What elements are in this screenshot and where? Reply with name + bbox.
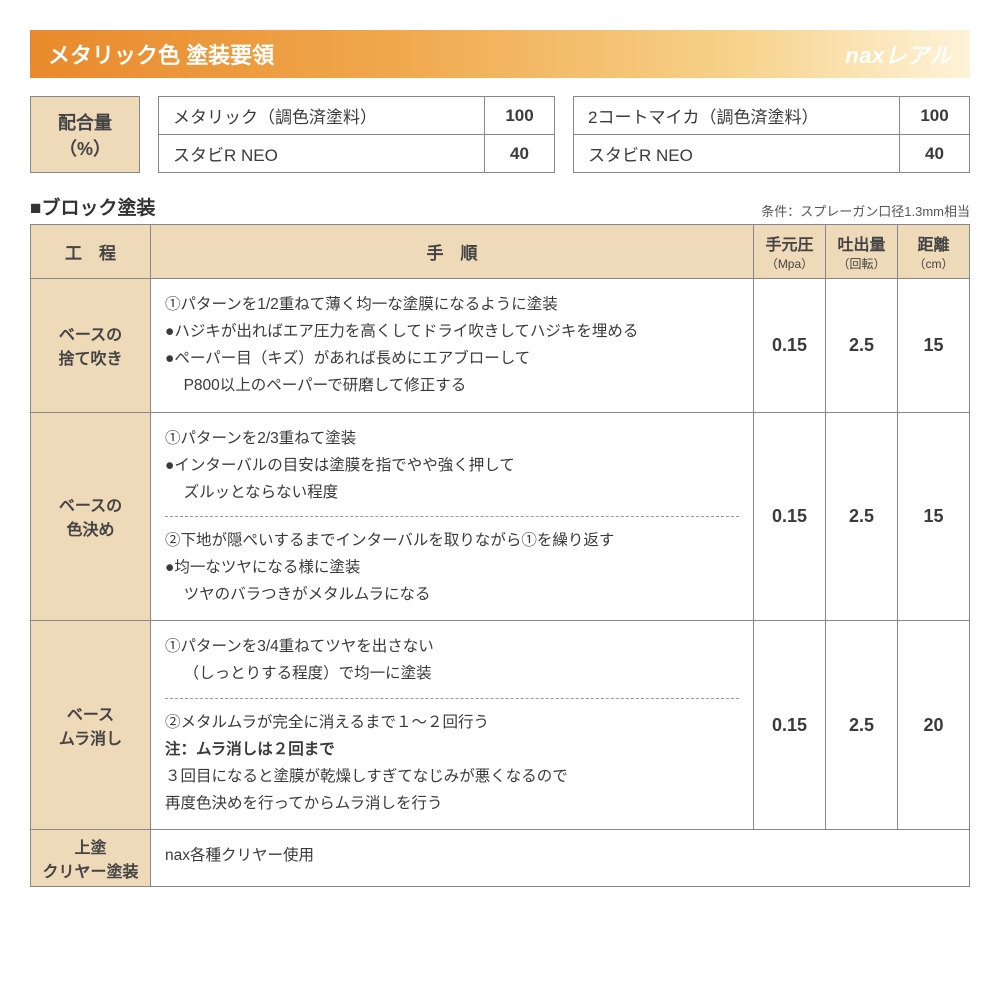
mix-right-val-1: 40 (900, 135, 970, 173)
hdr-procedure: 手 順 (151, 225, 754, 279)
procedure-0: ①パターンを1/2重ねて薄く均一な塗膜になるように塗装 ●ハジキが出ればエア圧力… (151, 279, 754, 413)
procedure-table: 工 程 手 順 手元圧 （Mpa） 吐出量 （回転） 距離 （cm） ベースの … (30, 224, 970, 887)
table-row: ベースの 捨て吹き ①パターンを1/2重ねて薄く均一な塗膜になるように塗装 ●ハ… (31, 279, 970, 413)
mix-left-name-1: スタビR NEO (159, 135, 485, 173)
table-row: ベース ムラ消し ①パターンを3/4重ねてツヤを出さない （しっとりする程度）で… (31, 621, 970, 830)
hdr-distance: 距離 （cm） (898, 225, 970, 279)
header-logo: naxレアル (845, 38, 952, 70)
procedure-1: ①パターンを2/3重ねて塗装 ●インターバルの目安は塗膜を指でやや強く押して ズ… (151, 412, 754, 621)
logo-prefix: nax (845, 43, 884, 68)
divider-icon (165, 516, 739, 517)
mix-right-name-0: 2コートマイカ（調色済塗料） (574, 97, 900, 135)
discharge-2: 2.5 (826, 621, 898, 830)
discharge-0: 2.5 (826, 279, 898, 413)
hdr-pressure: 手元圧 （Mpa） (754, 225, 826, 279)
section-title: ■ブロック塗装 (30, 193, 155, 220)
distance-2: 20 (898, 621, 970, 830)
procedure-2: ①パターンを3/4重ねてツヤを出さない （しっとりする程度）で均一に塗装 ②メタ… (151, 621, 754, 830)
mix-label-line2: （%） (59, 135, 111, 161)
mix-label: 配合量 （%） (30, 96, 140, 173)
hdr-process: 工 程 (31, 225, 151, 279)
distance-1: 15 (898, 412, 970, 621)
mix-left-name-0: メタリック（調色済塗料） (159, 97, 485, 135)
procedure-3: nax各種クリヤー使用 (151, 830, 970, 887)
mix-left-val-0: 100 (485, 97, 555, 135)
condition-note: 条件：スプレーガン口径1.3mm相当 (761, 201, 970, 220)
header-title: メタリック色 塗装要領 (48, 38, 274, 70)
mix-table-left: メタリック（調色済塗料） 100 スタビR NEO 40 (158, 96, 555, 173)
divider-icon (165, 698, 739, 699)
table-row: 上塗 クリヤー塗装 nax各種クリヤー使用 (31, 830, 970, 887)
mix-left-val-1: 40 (485, 135, 555, 173)
mix-label-line1: 配合量 (58, 109, 112, 135)
logo-suffix: レアル (885, 43, 952, 68)
process-name-3: 上塗 クリヤー塗装 (31, 830, 151, 887)
mix-right-name-1: スタビR NEO (574, 135, 900, 173)
process-name-0: ベースの 捨て吹き (31, 279, 151, 413)
mix-table-right: 2コートマイカ（調色済塗料） 100 スタビR NEO 40 (573, 96, 970, 173)
pressure-1: 0.15 (754, 412, 826, 621)
mix-right-val-0: 100 (900, 97, 970, 135)
discharge-1: 2.5 (826, 412, 898, 621)
mix-row: 配合量 （%） メタリック（調色済塗料） 100 スタビR NEO 40 2コー… (30, 96, 970, 173)
pressure-2: 0.15 (754, 621, 826, 830)
header-row: 工 程 手 順 手元圧 （Mpa） 吐出量 （回転） 距離 （cm） (31, 225, 970, 279)
distance-0: 15 (898, 279, 970, 413)
header-bar: メタリック色 塗装要領 naxレアル (30, 30, 970, 78)
pressure-0: 0.15 (754, 279, 826, 413)
table-row: ベースの 色決め ①パターンを2/3重ねて塗装 ●インターバルの目安は塗膜を指で… (31, 412, 970, 621)
hdr-discharge: 吐出量 （回転） (826, 225, 898, 279)
process-name-2: ベース ムラ消し (31, 621, 151, 830)
process-name-1: ベースの 色決め (31, 412, 151, 621)
